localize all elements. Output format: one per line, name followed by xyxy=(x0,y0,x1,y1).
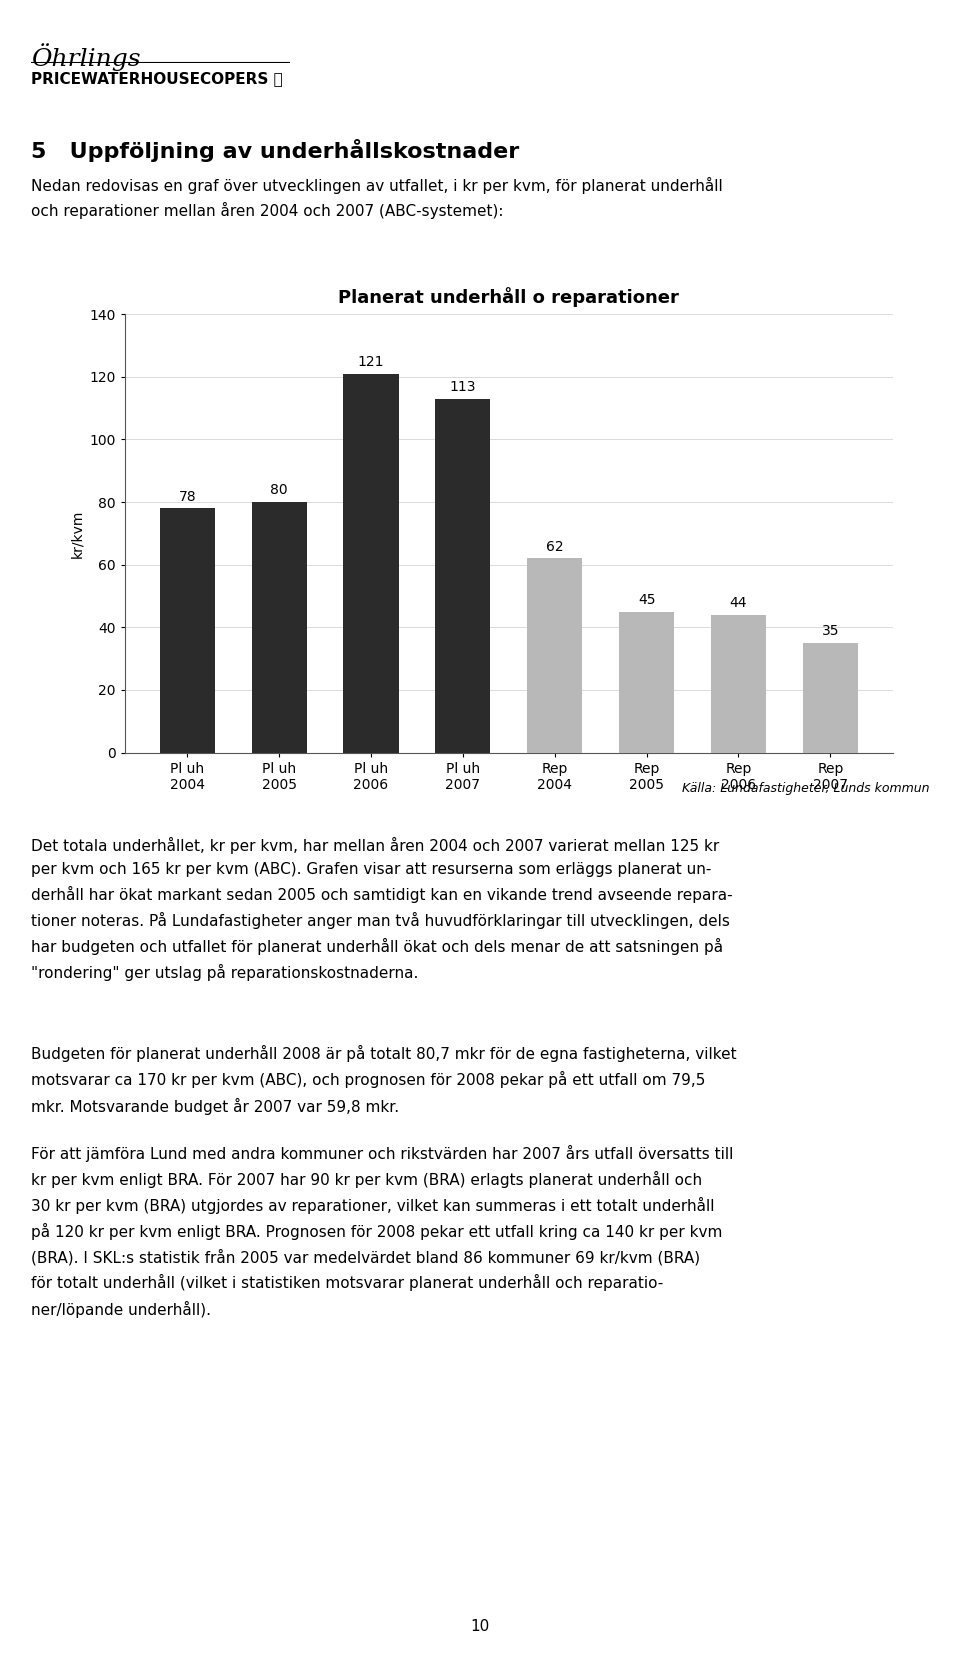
Text: 80: 80 xyxy=(271,483,288,498)
Bar xyxy=(711,615,766,753)
Y-axis label: kr/kvm: kr/kvm xyxy=(70,509,84,557)
Text: Öhrlings: Öhrlings xyxy=(31,43,140,71)
Bar xyxy=(159,508,215,753)
Bar xyxy=(344,374,398,753)
Text: Nedan redovisas en graf över utvecklingen av utfallet, i kr per kvm, för planera: Nedan redovisas en graf över utvecklinge… xyxy=(31,177,723,220)
Text: 44: 44 xyxy=(730,595,747,610)
Bar xyxy=(619,612,674,753)
Bar xyxy=(803,643,858,753)
Text: Budgeten för planerat underhåll 2008 är på totalt 80,7 mkr för de egna fastighet: Budgeten för planerat underhåll 2008 är … xyxy=(31,1045,736,1115)
Text: 62: 62 xyxy=(546,539,564,554)
Title: Planerat underhåll o reparationer: Planerat underhåll o reparationer xyxy=(338,288,680,308)
Bar xyxy=(252,503,306,753)
Text: Det totala underhållet, kr per kvm, har mellan åren 2004 och 2007 varierat mella: Det totala underhållet, kr per kvm, har … xyxy=(31,837,732,981)
Text: PRICEWATERHOUSECOPERS Ⓡ: PRICEWATERHOUSECOPERS Ⓡ xyxy=(31,71,282,86)
Text: Källa: Lundafastigheter, Lunds kommun: Källa: Lundafastigheter, Lunds kommun xyxy=(682,782,929,796)
Text: 35: 35 xyxy=(822,624,839,638)
Text: 78: 78 xyxy=(179,490,196,504)
Text: 5   Uppföljning av underhållskostnader: 5 Uppföljning av underhållskostnader xyxy=(31,139,519,162)
Text: 45: 45 xyxy=(637,594,656,607)
Text: 113: 113 xyxy=(449,380,476,394)
Bar xyxy=(435,399,491,753)
Text: 121: 121 xyxy=(358,356,384,369)
Text: För att jämföra Lund med andra kommuner och rikstvärden har 2007 års utfall över: För att jämföra Lund med andra kommuner … xyxy=(31,1145,733,1318)
Text: 10: 10 xyxy=(470,1619,490,1634)
Bar xyxy=(527,559,583,753)
